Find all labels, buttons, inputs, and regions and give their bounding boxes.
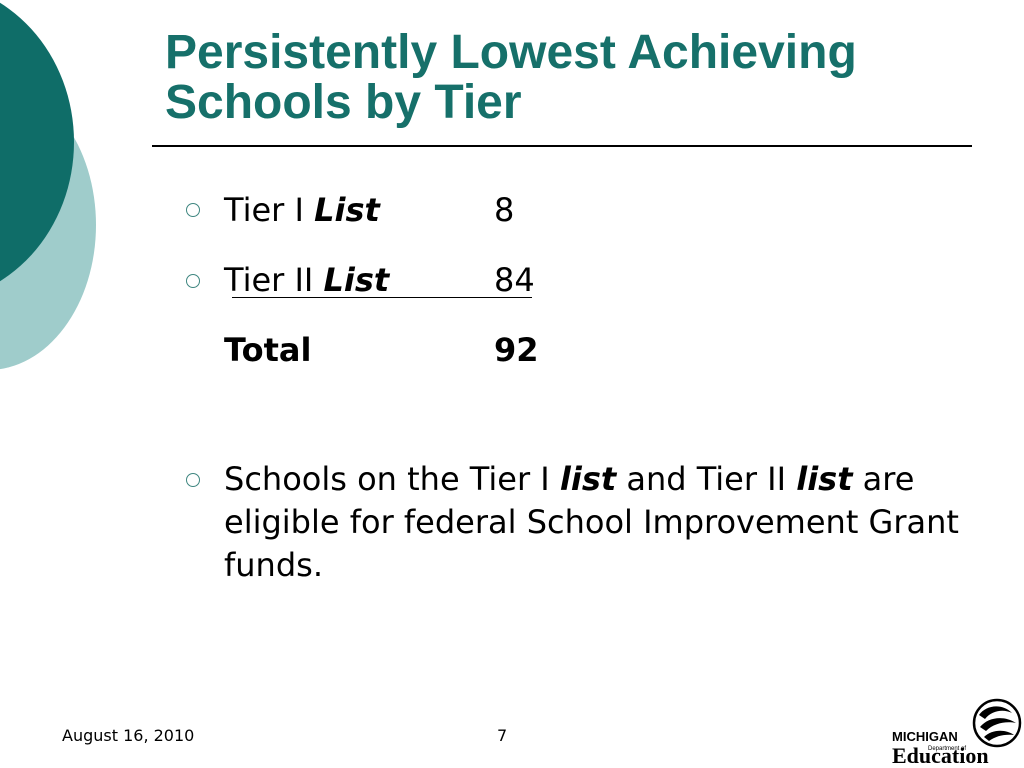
note-emphasis-1: list bbox=[559, 460, 617, 498]
note-text-2: and Tier II bbox=[616, 460, 797, 498]
logo-emblem-icon bbox=[972, 698, 1022, 748]
bullet-circle-icon bbox=[186, 473, 200, 487]
tier-2-label: Tier II List bbox=[224, 260, 389, 300]
footer-date: August 16, 2010 bbox=[62, 726, 195, 745]
bullet-circle-icon bbox=[186, 203, 200, 217]
tier-2-count: 84 bbox=[494, 261, 535, 299]
title-divider bbox=[152, 145, 972, 147]
tier-1-count: 8 bbox=[494, 191, 515, 229]
total-count: 92 bbox=[494, 331, 539, 369]
total-label: Total bbox=[224, 331, 312, 369]
tier-1-label-emphasis: List bbox=[314, 191, 380, 229]
tier-1-label-prefix: Tier I bbox=[224, 191, 315, 229]
slide-title-line-1: Persistently Lowest Achieving bbox=[165, 26, 857, 79]
logo-department-text: Department of bbox=[928, 746, 966, 752]
tier-2-label-prefix: Tier II bbox=[224, 261, 324, 299]
sum-underline bbox=[232, 297, 532, 298]
note-text-3: are eligible for federal School Improvem… bbox=[224, 460, 959, 584]
tier-1-label: Tier I List bbox=[224, 190, 380, 230]
logo-education-text: Education bbox=[892, 743, 989, 765]
logo-michigan-text: MICHIGAN bbox=[892, 729, 958, 744]
eligibility-note: Schools on the Tier I list and Tier II l… bbox=[224, 458, 984, 587]
slide-title-line-2: Schools by Tier bbox=[165, 76, 522, 129]
tier-2-label-emphasis: List bbox=[323, 261, 390, 299]
bullet-circle-icon bbox=[186, 274, 200, 288]
michigan-education-logo: MICHIGAN Department of Education bbox=[892, 698, 1022, 765]
page-number: 7 bbox=[497, 726, 508, 745]
note-text-1: Schools on the Tier I bbox=[224, 460, 560, 498]
slide-title: Persistently Lowest Achieving Schools by… bbox=[165, 28, 985, 128]
note-emphasis-2: list bbox=[796, 460, 853, 498]
